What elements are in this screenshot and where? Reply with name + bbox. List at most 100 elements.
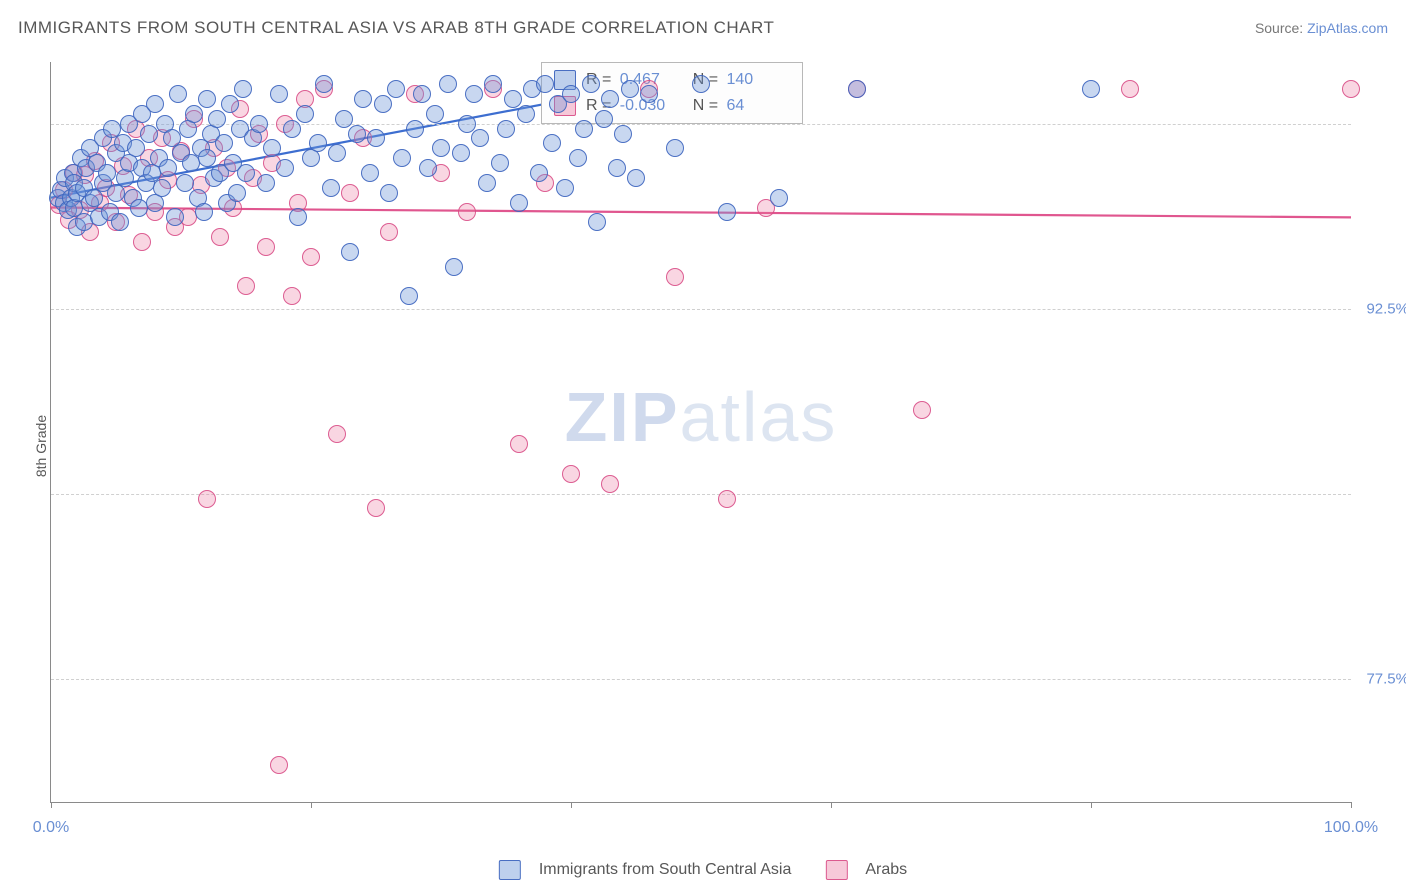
data-point-blue	[432, 139, 450, 157]
data-point-blue	[588, 213, 606, 231]
data-point-blue	[169, 85, 187, 103]
data-point-blue	[380, 184, 398, 202]
data-point-blue	[198, 90, 216, 108]
data-point-blue	[283, 120, 301, 138]
data-point-blue	[562, 85, 580, 103]
data-point-blue	[237, 164, 255, 182]
data-point-blue	[848, 80, 866, 98]
data-point-pink	[601, 475, 619, 493]
data-point-blue	[215, 134, 233, 152]
data-point-blue	[257, 174, 275, 192]
data-point-blue	[361, 164, 379, 182]
data-point-blue	[426, 105, 444, 123]
data-point-pink	[328, 425, 346, 443]
data-point-pink	[562, 465, 580, 483]
data-point-pink	[1342, 80, 1360, 98]
stat-row-pink: R = -0.030 N = 64	[554, 93, 790, 119]
plot-area: ZIPatlas R = 0.467 N = 140 R = -0.030 N …	[50, 62, 1351, 803]
x-tick-label: 0.0%	[33, 819, 69, 837]
correlation-stat-box: R = 0.467 N = 140 R = -0.030 N = 64	[541, 62, 803, 124]
swatch-pink-icon	[825, 860, 847, 880]
data-point-blue	[348, 125, 366, 143]
data-point-blue	[601, 90, 619, 108]
data-point-blue	[111, 213, 129, 231]
data-point-pink	[211, 228, 229, 246]
stat-n-value: 64	[726, 97, 790, 115]
data-point-pink	[666, 268, 684, 286]
x-tick	[51, 802, 52, 808]
data-point-blue	[208, 110, 226, 128]
stat-n-label: N =	[693, 97, 718, 115]
data-point-blue	[582, 75, 600, 93]
data-point-blue	[166, 208, 184, 226]
data-point-blue	[400, 287, 418, 305]
data-point-blue	[439, 75, 457, 93]
data-point-blue	[198, 149, 216, 167]
data-point-pink	[913, 401, 931, 419]
data-point-blue	[276, 159, 294, 177]
legend-item-blue: Immigrants from South Central Asia	[499, 860, 792, 880]
data-point-pink	[1121, 80, 1139, 98]
data-point-blue	[367, 129, 385, 147]
data-point-blue	[517, 105, 535, 123]
data-point-blue	[536, 75, 554, 93]
data-point-blue	[393, 149, 411, 167]
data-point-blue	[228, 184, 246, 202]
legend: Immigrants from South Central Asia Arabs	[499, 860, 907, 880]
data-point-blue	[341, 243, 359, 261]
gridline	[51, 309, 1351, 310]
data-point-blue	[484, 75, 502, 93]
data-point-blue	[419, 159, 437, 177]
data-point-pink	[302, 248, 320, 266]
data-point-pink	[510, 435, 528, 453]
data-point-blue	[185, 105, 203, 123]
y-axis-label: 8th Grade	[33, 415, 49, 477]
data-point-blue	[250, 115, 268, 133]
data-point-pink	[380, 223, 398, 241]
data-point-blue	[530, 164, 548, 182]
x-tick-label: 100.0%	[1324, 819, 1378, 837]
data-point-blue	[478, 174, 496, 192]
legend-label: Immigrants from South Central Asia	[539, 861, 792, 879]
data-point-blue	[98, 164, 116, 182]
data-point-blue	[413, 85, 431, 103]
data-point-blue	[406, 120, 424, 138]
data-point-blue	[296, 105, 314, 123]
data-point-blue	[374, 95, 392, 113]
data-point-blue	[153, 179, 171, 197]
x-tick	[831, 802, 832, 808]
data-point-blue	[569, 149, 587, 167]
y-tick-label: 92.5%	[1366, 300, 1406, 317]
data-point-pink	[341, 184, 359, 202]
data-point-pink	[367, 499, 385, 517]
data-point-blue	[458, 115, 476, 133]
data-point-blue	[556, 179, 574, 197]
data-point-pink	[133, 233, 151, 251]
x-tick	[571, 802, 572, 808]
data-point-blue	[504, 90, 522, 108]
data-point-blue	[770, 189, 788, 207]
data-point-blue	[195, 203, 213, 221]
legend-item-pink: Arabs	[825, 860, 907, 880]
data-point-blue	[621, 80, 639, 98]
data-point-pink	[718, 490, 736, 508]
x-tick	[1091, 802, 1092, 808]
data-point-blue	[322, 179, 340, 197]
data-point-blue	[445, 258, 463, 276]
data-point-blue	[354, 90, 372, 108]
data-point-blue	[328, 144, 346, 162]
data-point-blue	[127, 139, 145, 157]
data-point-blue	[627, 169, 645, 187]
data-point-blue	[176, 174, 194, 192]
data-point-pink	[198, 490, 216, 508]
x-tick	[311, 802, 312, 808]
swatch-blue-icon	[499, 860, 521, 880]
stat-n-value: 140	[726, 71, 790, 89]
legend-label: Arabs	[865, 861, 907, 879]
source-link[interactable]: ZipAtlas.com	[1307, 20, 1388, 36]
data-point-blue	[452, 144, 470, 162]
data-point-blue	[309, 134, 327, 152]
chart-stage: { "title":"IMMIGRANTS FROM SOUTH CENTRAL…	[0, 0, 1406, 892]
data-point-blue	[692, 75, 710, 93]
x-tick	[1351, 802, 1352, 808]
